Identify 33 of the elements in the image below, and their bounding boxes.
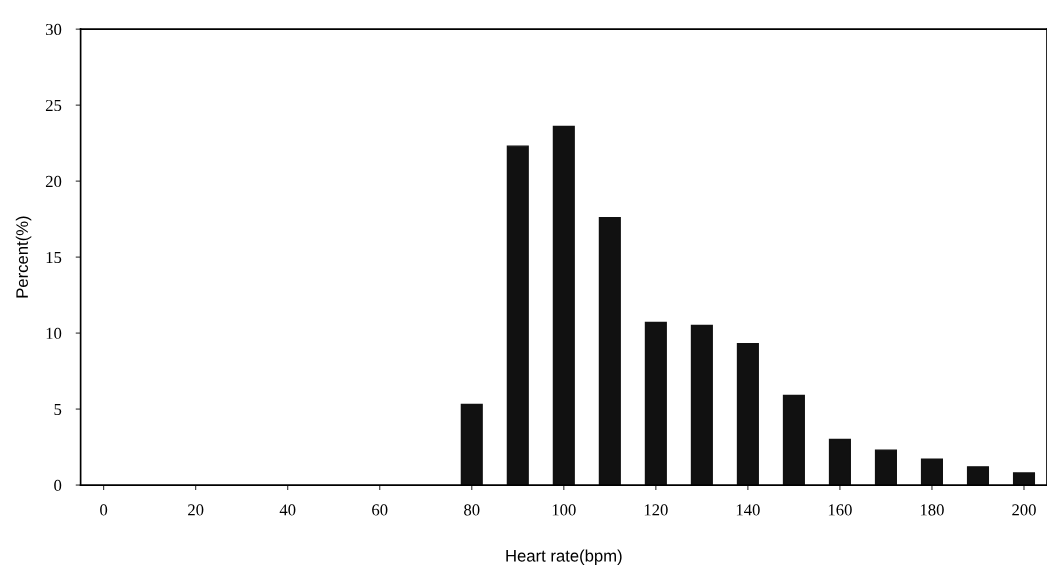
bar bbox=[598, 216, 621, 486]
x-axis-title: Heart rate(bpm) bbox=[506, 549, 622, 566]
y-tick-label: 30 bbox=[46, 23, 62, 36]
bar bbox=[1012, 472, 1036, 486]
bar bbox=[552, 125, 575, 486]
x-tick-label: 0 bbox=[100, 504, 108, 516]
x-tick-label: 160 bbox=[828, 504, 852, 516]
x-tick-label: 100 bbox=[552, 504, 576, 516]
x-tick-label: 120 bbox=[644, 504, 668, 516]
y-tick-label: 25 bbox=[45, 99, 62, 112]
bar bbox=[782, 394, 805, 486]
bar bbox=[690, 324, 713, 486]
y-tick-label: 5 bbox=[54, 403, 62, 416]
x-tick-label: 200 bbox=[1012, 504, 1036, 516]
bar bbox=[920, 458, 944, 486]
x-tick-label: 20 bbox=[188, 504, 204, 516]
x-tick-label: 180 bbox=[920, 504, 944, 516]
bar bbox=[736, 343, 759, 486]
y-tick-label: 10 bbox=[46, 327, 62, 340]
y-tick-label: 20 bbox=[45, 175, 62, 188]
bar bbox=[828, 438, 851, 486]
bar bbox=[644, 321, 667, 486]
y-axis-title: Percent(%) bbox=[15, 216, 32, 298]
x-tick-label: 80 bbox=[464, 504, 480, 516]
y-tick-label: 15 bbox=[46, 251, 62, 264]
bar bbox=[966, 466, 990, 486]
x-tick-label: 60 bbox=[372, 504, 388, 516]
bar bbox=[874, 449, 897, 486]
bar bbox=[506, 145, 529, 486]
x-tick-label: 140 bbox=[736, 504, 760, 516]
bar bbox=[460, 403, 483, 486]
y-tick-label: 0 bbox=[54, 479, 62, 491]
x-tick-label: 40 bbox=[279, 504, 296, 516]
